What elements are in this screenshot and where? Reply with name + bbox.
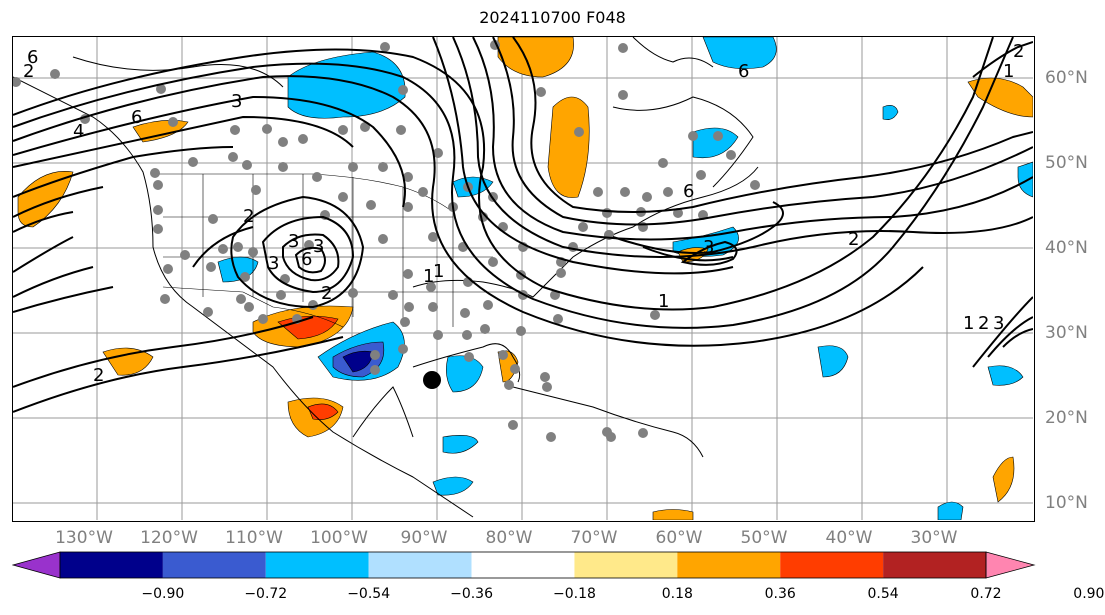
lon-label: 80°W bbox=[485, 528, 533, 548]
lat-label: 60°N bbox=[1045, 68, 1088, 88]
contour-label: 6 bbox=[683, 181, 694, 202]
contour-label: 1 bbox=[658, 291, 669, 312]
contour-label: 2 bbox=[1013, 41, 1024, 62]
colorbar-extend-high bbox=[985, 551, 1036, 579]
lon-label: 110°W bbox=[225, 528, 283, 548]
lat-label: 40°N bbox=[1045, 238, 1088, 258]
lon-label: 130°W bbox=[55, 528, 113, 548]
contour-labels: 6 6 6 3 2 2 1 1 1 2 3 6 2 3 3 2 1 2 3 4 … bbox=[23, 41, 1024, 386]
lon-label: 70°W bbox=[570, 528, 618, 548]
contour-label: 6 bbox=[301, 249, 312, 270]
contour-label: 3 bbox=[703, 237, 714, 258]
colorbar-tick-label: 0.18 bbox=[661, 586, 693, 602]
coastlines bbox=[13, 37, 759, 518]
contour-label: 1 bbox=[423, 266, 434, 287]
lon-label: 100°W bbox=[310, 528, 368, 548]
contour-label: 4 bbox=[73, 121, 84, 142]
colorbar-cell bbox=[883, 552, 986, 578]
colorbar-tick-label: 0.90 bbox=[1073, 586, 1105, 602]
map-title: 2024110700 F048 bbox=[479, 8, 626, 27]
lat-label: 20°N bbox=[1045, 408, 1088, 428]
colorbar-tick-label: −0.72 bbox=[244, 586, 288, 602]
colorbar-tick-label: −0.36 bbox=[450, 586, 493, 602]
colorbar-cell bbox=[574, 552, 678, 578]
contour-label: 1 bbox=[1003, 61, 1014, 82]
lon-label: 90°W bbox=[400, 528, 448, 548]
colorbar-tick-label: 0.54 bbox=[867, 586, 899, 602]
lat-label: 10°N bbox=[1045, 493, 1088, 513]
contour-label: 2 bbox=[23, 61, 34, 82]
contour-label: 2 bbox=[978, 313, 989, 334]
colorbar-cell bbox=[471, 552, 575, 578]
colorbar-cell bbox=[60, 552, 163, 578]
colorbar-cell bbox=[677, 552, 781, 578]
lon-label: 40°W bbox=[825, 528, 873, 548]
lat-label: 30°N bbox=[1045, 323, 1088, 343]
colorbar-tick-label: 0.72 bbox=[970, 586, 1002, 602]
contour-label: 6 bbox=[131, 107, 142, 128]
lat-label: 50°N bbox=[1045, 153, 1088, 173]
lon-label: 30°W bbox=[910, 528, 958, 548]
contour-label: 6 bbox=[27, 47, 38, 68]
lon-label: 120°W bbox=[140, 528, 198, 548]
colorbar-cell bbox=[368, 552, 472, 578]
contour-label: 1 bbox=[433, 261, 444, 282]
map-svg: 6 6 6 3 2 2 1 1 1 2 3 6 2 3 3 2 1 2 3 4 … bbox=[13, 37, 1034, 521]
map-panel: 6 6 6 3 2 2 1 1 1 2 3 6 2 3 3 2 1 2 3 4 … bbox=[12, 36, 1035, 522]
colorbar-cell bbox=[162, 552, 266, 578]
contour-label: 6 bbox=[738, 61, 749, 82]
colorbar-tick-label: −0.90 bbox=[141, 586, 185, 602]
lon-label: 50°W bbox=[740, 528, 788, 548]
contour-label: 2 bbox=[93, 365, 104, 386]
colorbar-tick-label: −0.18 bbox=[552, 586, 596, 602]
colorbar-cell bbox=[265, 552, 369, 578]
contour-label: 3 bbox=[313, 236, 324, 257]
contour-label: 2 bbox=[321, 283, 332, 304]
lon-label: 60°W bbox=[655, 528, 703, 548]
colorbar-tick-label: 0.36 bbox=[764, 586, 796, 602]
contours bbox=[13, 37, 1034, 413]
colorbar bbox=[12, 551, 1036, 579]
contour-label: 2 bbox=[243, 206, 254, 227]
contour-label: 3 bbox=[288, 231, 299, 252]
colorbar-tick-label: −0.54 bbox=[347, 586, 391, 602]
contour-label: 1 bbox=[963, 313, 974, 334]
colorbar-outline bbox=[59, 551, 987, 579]
contour-label: 3 bbox=[268, 253, 279, 274]
colorbar-cell bbox=[780, 552, 884, 578]
storm-center-marker bbox=[423, 371, 441, 389]
shading bbox=[17, 37, 1034, 521]
contour-label: 3 bbox=[993, 313, 1004, 334]
contour-label: 2 bbox=[848, 229, 859, 250]
contour-label: 3 bbox=[231, 91, 242, 112]
colorbar-extend-low bbox=[12, 551, 61, 579]
